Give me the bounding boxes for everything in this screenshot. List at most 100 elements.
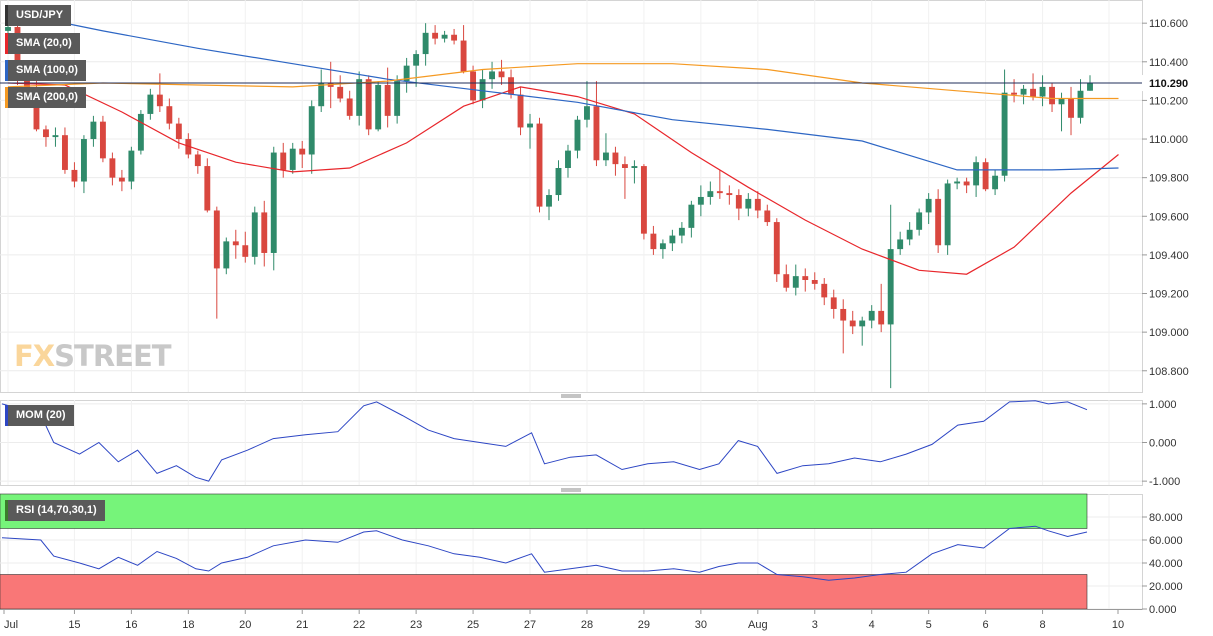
- mom-tick-label: 1.000: [1149, 399, 1177, 411]
- candle-body: [992, 175, 999, 190]
- candle-body: [944, 183, 951, 246]
- symbol-color-mark: [5, 5, 8, 26]
- sma200-badge[interactable]: SMA (200,0): [5, 87, 86, 108]
- candle-body: [954, 181, 961, 184]
- x-tick-label: 28: [581, 619, 593, 631]
- sma200-label: SMA (200,0): [16, 91, 78, 103]
- x-tick-label: 23: [410, 619, 422, 631]
- candle-body: [916, 212, 923, 230]
- candle-body: [859, 320, 866, 327]
- candle-body: [432, 32, 439, 39]
- indicator-lines: [0, 11, 1142, 581]
- candle-body: [811, 280, 818, 284]
- mom-badge[interactable]: MOM (20): [5, 405, 74, 426]
- candle-body: [1020, 88, 1027, 95]
- candle-body: [232, 241, 239, 246]
- candle-body: [565, 150, 571, 168]
- candle-body: [868, 310, 875, 321]
- candle-body: [688, 204, 695, 228]
- x-tick-label: 6: [983, 619, 989, 631]
- candle-body: [640, 166, 647, 234]
- candle-body: [62, 135, 68, 170]
- mom-label: MOM (20): [16, 409, 66, 421]
- candle-body: [52, 135, 59, 138]
- candle-body: [375, 84, 382, 130]
- candle-body: [204, 166, 211, 211]
- candle-body: [716, 191, 723, 194]
- candle-body: [773, 222, 780, 275]
- x-tick-label: 18: [182, 619, 194, 631]
- price-tick-label: 110.000: [1149, 134, 1188, 146]
- candle-body: [792, 276, 799, 288]
- rsi-band: [0, 493, 1088, 529]
- candle-body: [261, 212, 268, 253]
- rsi-badge[interactable]: RSI (14,70,30,1): [5, 500, 105, 521]
- candle-body: [194, 154, 201, 167]
- candle-body: [612, 152, 619, 165]
- sma-line-20: [7, 82, 1119, 275]
- candle-body: [925, 198, 932, 213]
- candle-body: [802, 276, 809, 280]
- candle-body: [764, 210, 771, 223]
- sma100-badge[interactable]: SMA (100,0): [5, 60, 86, 81]
- candle-body: [754, 198, 761, 211]
- candle-body: [603, 152, 609, 161]
- candle-body: [384, 84, 391, 116]
- candle-body: [1087, 83, 1093, 91]
- price-tick-label: 109.800: [1149, 173, 1189, 185]
- candle-body: [1030, 88, 1036, 97]
- candle-body: [659, 243, 666, 250]
- candle-body: [517, 94, 524, 128]
- candle-body: [593, 106, 600, 161]
- candle-body: [128, 150, 135, 182]
- symbol-badge[interactable]: USD/JPY: [5, 5, 72, 26]
- candle-body: [1058, 98, 1065, 105]
- sma-line-200: [7, 63, 1119, 100]
- candle-body: [223, 241, 230, 269]
- candle-body: [650, 233, 657, 250]
- mom-tick-label: 0.000: [1149, 438, 1177, 450]
- rsi-tick-label: 80.000: [1149, 512, 1183, 524]
- candle-body: [318, 83, 325, 107]
- candle-body: [280, 152, 287, 170]
- candle-body: [451, 34, 458, 41]
- price-tick-label: 109.600: [1149, 211, 1189, 223]
- price-tick-label: 109.400: [1149, 250, 1189, 262]
- candle-body: [413, 54, 420, 66]
- candle-body: [90, 121, 97, 140]
- candle-body: [289, 148, 296, 170]
- candle-body: [697, 196, 704, 205]
- candlestick-series: [5, 11, 1093, 389]
- candle-body: [166, 106, 173, 124]
- candle-body: [403, 65, 410, 82]
- candle-body: [897, 239, 904, 250]
- sma20-label: SMA (20,0): [16, 37, 72, 49]
- price-tick-label: 110.600: [1149, 18, 1188, 30]
- rsi-tick-label: 20.000: [1149, 581, 1183, 593]
- candle-body: [71, 169, 78, 182]
- sma200-color-mark: [5, 87, 8, 108]
- x-tick-label: 25: [467, 619, 479, 631]
- price-tick-label: 110.400: [1149, 57, 1188, 69]
- candle-body: [460, 40, 467, 72]
- candle-body: [422, 32, 429, 55]
- candle-body: [137, 113, 144, 151]
- price-tick-label: 110.200: [1149, 95, 1188, 107]
- sma100-color-mark: [5, 60, 8, 81]
- axes: [0, 22, 1147, 614]
- panel-frame: [0, 0, 1143, 393]
- candle-body: [489, 71, 495, 80]
- sma20-badge[interactable]: SMA (20,0): [5, 33, 80, 54]
- candle-body: [270, 152, 277, 253]
- candle-body: [99, 121, 106, 159]
- x-tick-label: 8: [1039, 619, 1045, 631]
- candle-body: [745, 198, 752, 209]
- candle-body: [527, 123, 533, 128]
- candle-body: [156, 94, 163, 107]
- rsi-bands: [0, 493, 1088, 610]
- candle-body: [830, 297, 837, 309]
- mom-color-mark: [5, 405, 8, 426]
- candle-body: [337, 86, 344, 99]
- candle-body: [175, 123, 182, 140]
